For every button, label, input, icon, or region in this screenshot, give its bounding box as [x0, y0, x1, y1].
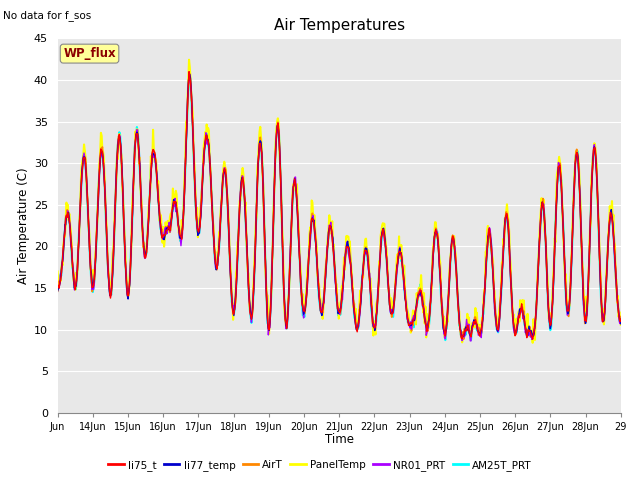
X-axis label: Time: Time [324, 433, 354, 446]
Title: Air Temperatures: Air Temperatures [274, 18, 404, 33]
Text: No data for f_sos: No data for f_sos [3, 10, 92, 21]
Legend: li75_t, li77_temp, AirT, PanelTemp, NR01_PRT, AM25T_PRT: li75_t, li77_temp, AirT, PanelTemp, NR01… [104, 456, 536, 475]
Y-axis label: Air Temperature (C): Air Temperature (C) [17, 168, 29, 284]
Text: WP_flux: WP_flux [63, 47, 116, 60]
